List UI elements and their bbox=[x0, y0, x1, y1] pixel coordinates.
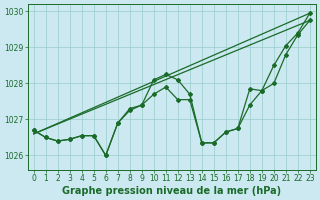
X-axis label: Graphe pression niveau de la mer (hPa): Graphe pression niveau de la mer (hPa) bbox=[62, 186, 281, 196]
